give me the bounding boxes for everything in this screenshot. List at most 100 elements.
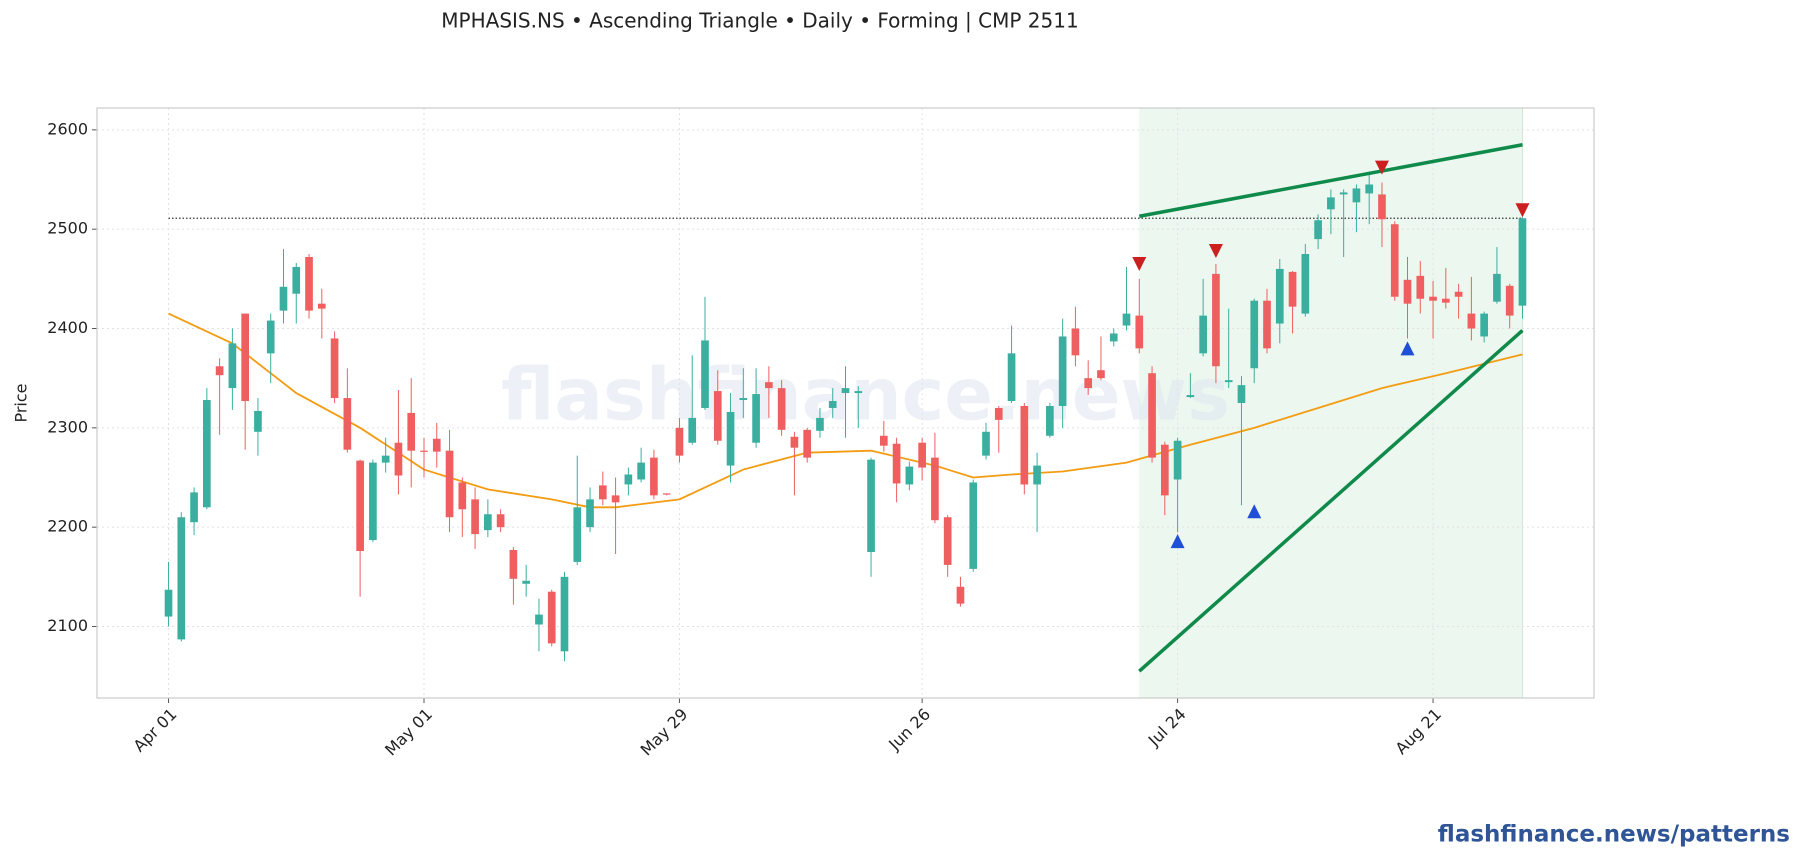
candle-body [241,313,249,402]
trendline [1138,143,1523,218]
candle-body [675,427,684,456]
candle-body [343,398,352,450]
candle-body [1314,220,1322,240]
candle-body [931,457,939,521]
candle-body [994,407,1003,420]
plot-frame [96,107,1595,699]
candle-body [292,266,301,294]
candle-body [266,320,275,354]
pivot-high [1515,203,1530,218]
candle-body [1416,275,1425,299]
candle-body [1467,313,1476,329]
pivot-low [1400,341,1415,356]
candle-body [1237,385,1246,403]
candle-body [356,460,364,551]
y-tick-label: 2600 [47,119,88,138]
candle-body [650,457,658,496]
candle-body [701,340,709,408]
candle-body [203,400,211,508]
y-tick-label: 2300 [47,417,88,436]
x-tick-label: May 29 [637,705,692,760]
x-tick-label: May 01 [381,705,436,760]
candle-body [381,455,390,463]
candle-body [611,495,620,503]
candle-body [164,589,173,617]
candle-body [369,462,377,541]
candle-body [713,391,722,441]
candle-body [905,466,914,485]
candle-body [445,450,454,518]
candle-body [956,586,965,604]
candle-body [509,550,518,579]
candle-body [726,411,735,466]
chart-title: MPHASIS.NS • Ascending Triangle • Daily … [441,9,1078,33]
candle-body [1352,188,1361,203]
moving-average [168,312,1523,509]
candle-body [1263,300,1271,349]
candle-body [854,391,863,394]
pivot-high [1132,256,1147,271]
y-tick-label: 2400 [47,318,88,337]
pivot-high [1374,160,1389,175]
candle-body [624,474,633,485]
candle-body [484,514,492,531]
candle-body [458,482,467,510]
candle-body [1327,197,1335,210]
candle-body [254,410,262,432]
candle-body [1097,370,1105,379]
y-tick-label: 2200 [47,517,88,536]
candle-body [688,417,697,443]
candle-body [305,256,313,311]
candle-body [1250,300,1259,369]
candle-body [1275,268,1284,324]
candle-body [407,412,416,451]
candle-body [586,499,594,528]
candle-body [1007,353,1016,402]
candle-body [1224,380,1233,383]
candle-body [879,435,888,446]
candle-body [637,462,645,480]
candle-body [228,343,237,389]
candle-body [803,429,812,458]
candle-body [1442,298,1450,303]
candle-body [969,482,978,569]
candle-body [1454,291,1463,297]
candle-body [739,398,748,401]
candle-body [279,286,288,311]
candle-body [1480,313,1488,337]
pivot-low [1247,504,1262,519]
y-axis-label: Price [12,383,31,422]
candle-body [1020,405,1029,485]
candle-body [1518,218,1527,306]
candle-body [1493,273,1501,302]
y-tick-label: 2100 [47,616,88,635]
candle-body [892,443,901,484]
candle-body [790,436,799,448]
candle-body [432,438,441,452]
candle-body [1058,336,1067,406]
y-tick-label: 2500 [47,219,88,238]
candle-body [662,493,671,495]
candle-body [1122,313,1131,326]
candle-body [471,499,479,535]
x-tick-label: Jun 26 [884,705,934,755]
candle-body [1288,271,1297,307]
pivot-low [1170,534,1185,549]
candle-body [1199,315,1207,354]
footer: flashfinance.news/patterns [1438,822,1790,848]
candle-body [1212,273,1220,367]
candle-body [330,338,339,399]
candle-body [1186,395,1195,398]
candle-body [1084,378,1093,389]
candle-body [1046,405,1054,436]
candle-body [394,442,403,476]
candle-body [190,492,198,523]
candle-body [522,580,531,584]
candle-body [1505,285,1514,316]
candle-body [1135,315,1144,349]
candle-body [496,514,505,528]
candle-body [1033,465,1041,485]
trendline [1138,329,1524,673]
